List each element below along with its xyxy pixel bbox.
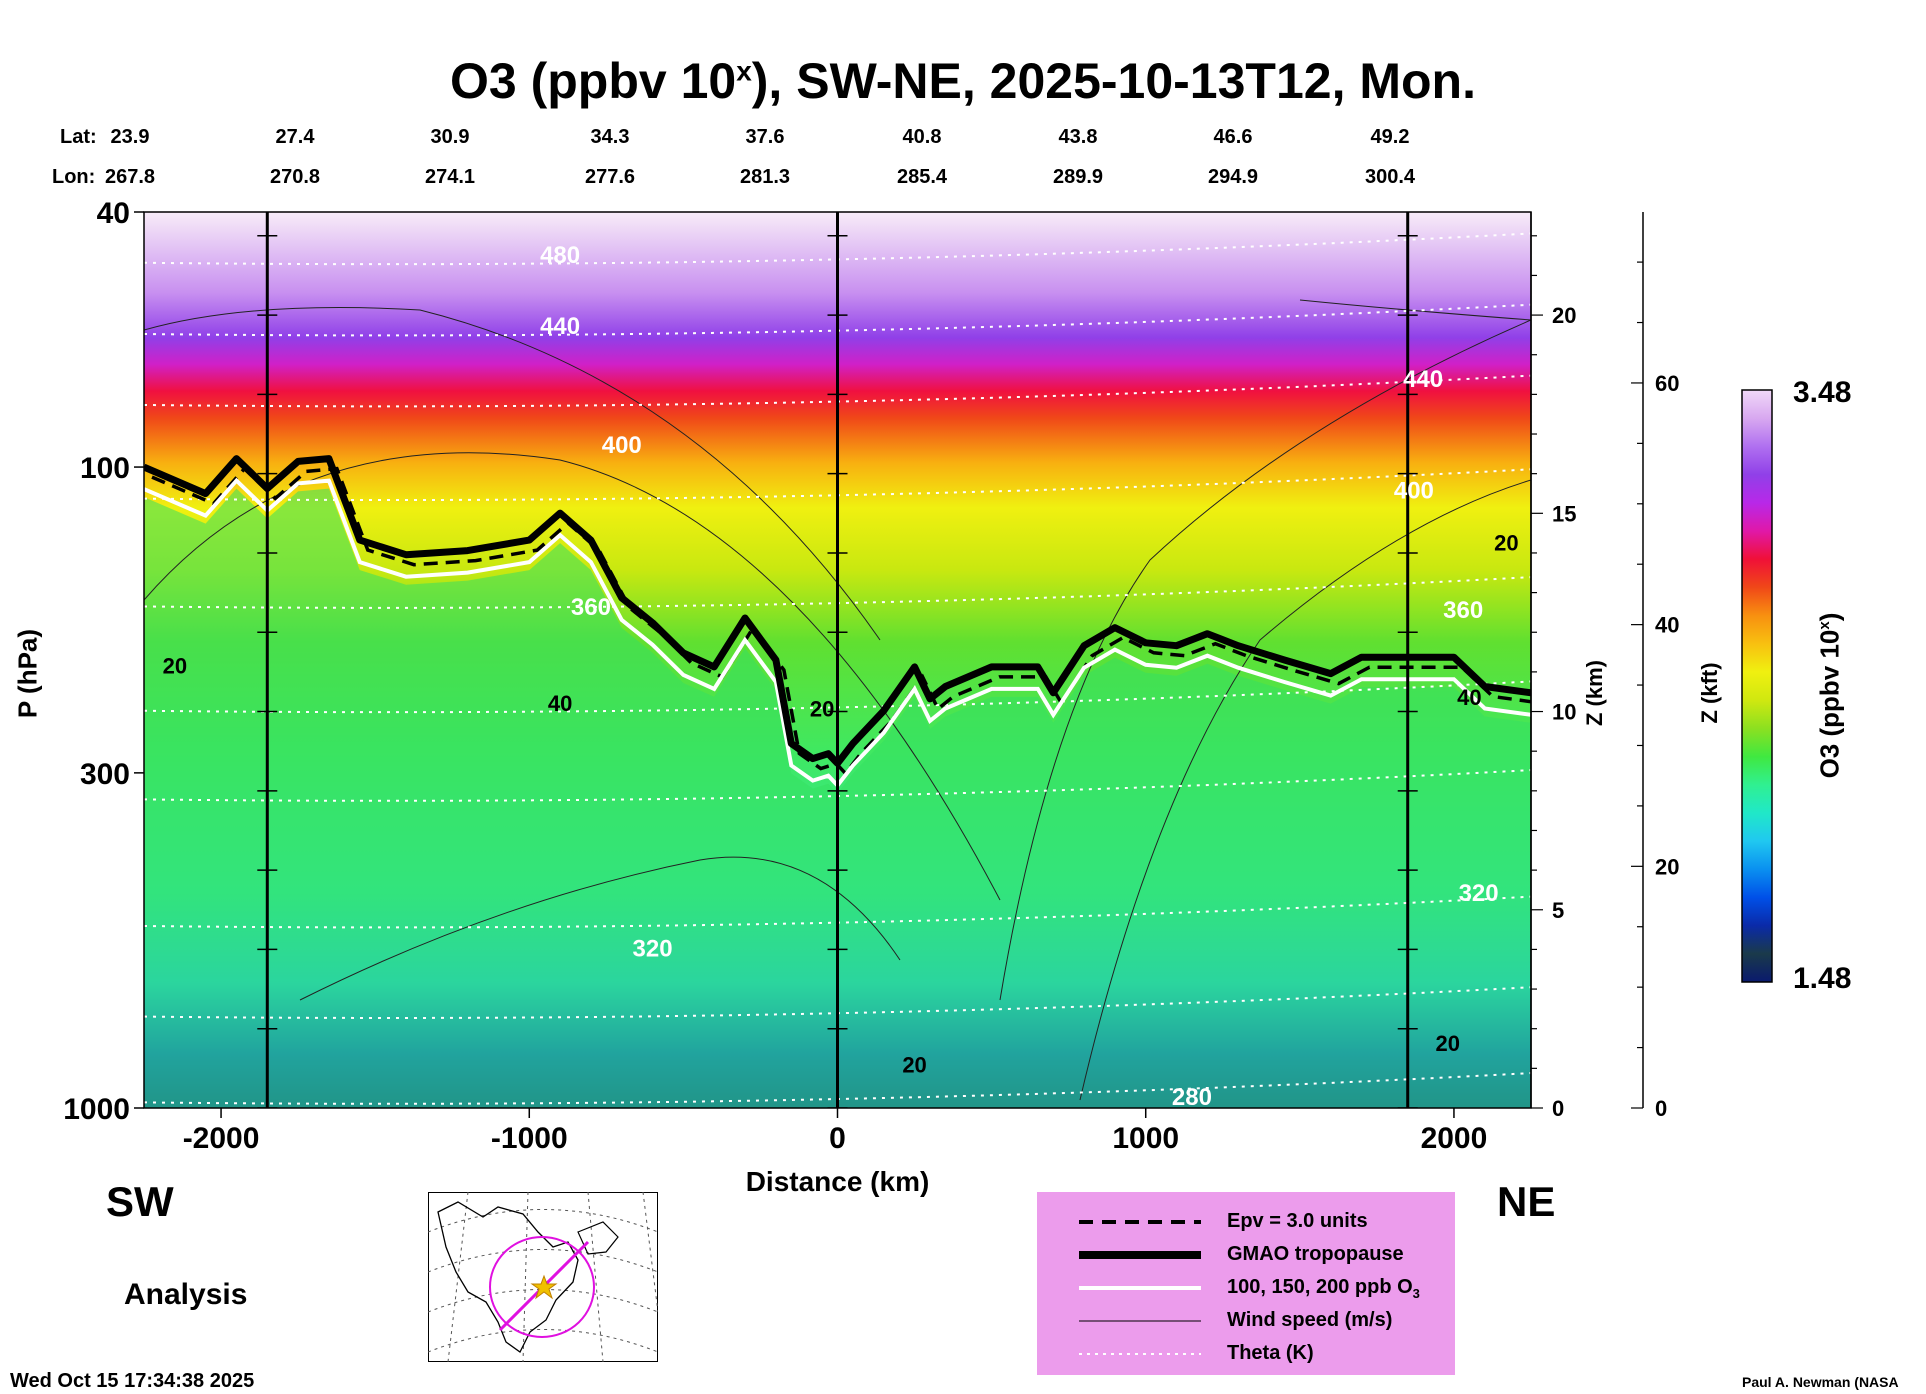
wind-speed-contours xyxy=(144,299,1531,1101)
inset-map-frame xyxy=(428,1192,658,1362)
profile-lines xyxy=(257,212,1418,1108)
x-tick-label: 2000 xyxy=(1421,1122,1488,1155)
legend-tropopause-label: GMAO tropopause xyxy=(1227,1243,1404,1265)
lon-value: 281.3 xyxy=(739,166,791,188)
wind-contour-label: 20 xyxy=(902,1052,926,1077)
legend-theta-label: Theta (K) xyxy=(1227,1342,1314,1364)
x-axis-label: Distance (km) xyxy=(745,1166,930,1197)
lat-value: 43.8 xyxy=(1058,126,1098,148)
lat-value: 40.8 xyxy=(902,126,942,148)
inset-map xyxy=(428,1192,658,1362)
inset-map-range-circle xyxy=(489,1236,595,1338)
lat-value: 46.6 xyxy=(1213,126,1253,148)
y-tick-label: 300 xyxy=(80,758,130,791)
x-tick-label: -1000 xyxy=(491,1122,568,1155)
inset-map-graticule-lon xyxy=(447,1192,658,1362)
wind-contour-line xyxy=(999,319,1531,1001)
x-tick-label: 0 xyxy=(829,1122,846,1155)
y-tick-label: 40 xyxy=(97,197,130,230)
lon-value: 300.4 xyxy=(1364,166,1416,188)
lon-value: 289.9 xyxy=(1052,166,1104,188)
inset-map-coastline xyxy=(437,1201,579,1353)
contour-labels: 480 440 400 360 320 280 440 400 360 320 20 40 20 20 20… xyxy=(163,242,1519,1111)
x-tick-label: -2000 xyxy=(183,1122,260,1155)
lat-value: 30.9 xyxy=(430,126,470,148)
z-kft-tick-label: 0 xyxy=(1655,1096,1667,1121)
colorbar-min-label: 1.48 xyxy=(1793,962,1852,995)
x-tick-label: 1000 xyxy=(1112,1122,1179,1155)
analysis-label: Analysis xyxy=(124,1278,248,1311)
theta-contour-label: 360 xyxy=(1443,597,1483,624)
theta-contour-label: 440 xyxy=(1403,366,1443,393)
wind-contour-line xyxy=(1079,479,1531,1101)
lon-value: 277.6 xyxy=(584,166,636,188)
chart-title: O3 (ppbv 10x), SW-NE, 2025-10-13T12, Mon… xyxy=(450,53,1476,109)
ne-label: NE xyxy=(1497,1178,1556,1225)
theta-contour-label: 360 xyxy=(571,594,611,621)
inset-map-center-star xyxy=(530,1274,558,1300)
z-km-tick-label: 5 xyxy=(1552,898,1564,923)
lat-value: 37.6 xyxy=(745,126,785,148)
sw-label: SW xyxy=(106,1178,174,1225)
z-kft-tick-label: 60 xyxy=(1655,371,1679,396)
z-km-tick-label: 0 xyxy=(1552,1096,1564,1121)
legend-wind-label: Wind speed (m/s) xyxy=(1227,1309,1393,1331)
lat-value: 23.9 xyxy=(110,126,150,148)
timestamp: Wed Oct 15 17:34:38 2025 xyxy=(10,1370,255,1392)
credit: Paul A. Newman (NASA xyxy=(1742,1374,1899,1390)
theta-contour-label: 280 xyxy=(1172,1084,1212,1111)
lat-value: 27.4 xyxy=(275,126,315,148)
z-kft-axis-label: Z (kft) xyxy=(1697,662,1722,724)
wind-contour-label: 20 xyxy=(810,696,834,721)
z-kft-tick-label: 40 xyxy=(1655,613,1679,638)
wind-contour-label: 40 xyxy=(548,691,572,716)
legend: Epv = 3.0 units GMAO tropopause 100, 150… xyxy=(1037,1192,1455,1375)
colorbar-gradient xyxy=(1741,389,1773,983)
wind-contour-label: 20 xyxy=(163,654,187,679)
theta-contour-label: 320 xyxy=(633,935,673,962)
z-km-tick-label: 20 xyxy=(1552,303,1576,328)
wind-contour-label: 20 xyxy=(1494,531,1518,556)
theta-contour-label: 440 xyxy=(540,313,580,340)
lon-value: 285.4 xyxy=(896,166,948,188)
lon-value: 267.8 xyxy=(104,166,156,188)
axes: -2000 -1000 0 1000 2000 40 100 300 1000 0 5 10 15 20 0… xyxy=(63,197,1679,1155)
lon-label: Lon: xyxy=(52,166,96,188)
wind-contour-line xyxy=(144,307,881,641)
colorbar-max-label: 3.48 xyxy=(1793,376,1852,409)
y-tick-label: 100 xyxy=(80,452,130,485)
z-km-axis-label: Z (km) xyxy=(1582,660,1607,726)
z-kft-tick-label: 20 xyxy=(1655,854,1679,879)
theta-contour-label: 400 xyxy=(1394,478,1434,505)
legend-ozone-label: 100, 150, 200 ppb O3 xyxy=(1227,1276,1420,1301)
inset-map-coastline-ne xyxy=(577,1221,619,1255)
y-axis-label: P (hPa) xyxy=(12,628,43,719)
wind-contour-line xyxy=(144,452,1001,901)
lat-value: 34.3 xyxy=(590,126,630,148)
lat-value: 49.2 xyxy=(1370,126,1410,148)
legend-samples xyxy=(1037,1192,1455,1375)
theta-contour-label: 400 xyxy=(602,432,642,459)
wind-contour-label: 40 xyxy=(1457,685,1481,710)
lon-value: 294.9 xyxy=(1207,166,1259,188)
lon-value: 270.8 xyxy=(269,166,321,188)
theta-contour-label: 480 xyxy=(540,242,580,269)
theta-contour-label: 320 xyxy=(1459,880,1499,907)
wind-contour-label: 20 xyxy=(1436,1031,1460,1056)
lon-value: 274.1 xyxy=(424,166,476,188)
z-km-tick-label: 10 xyxy=(1552,700,1576,725)
y-tick-label: 1000 xyxy=(63,1093,130,1126)
colorbar xyxy=(1741,389,1773,983)
legend-epv-label: Epv = 3.0 units xyxy=(1227,1210,1368,1232)
colorbar-title: O3 (ppbv 10x) xyxy=(1814,612,1845,779)
lat-label: Lat: xyxy=(60,126,97,148)
z-km-tick-label: 15 xyxy=(1552,501,1576,526)
